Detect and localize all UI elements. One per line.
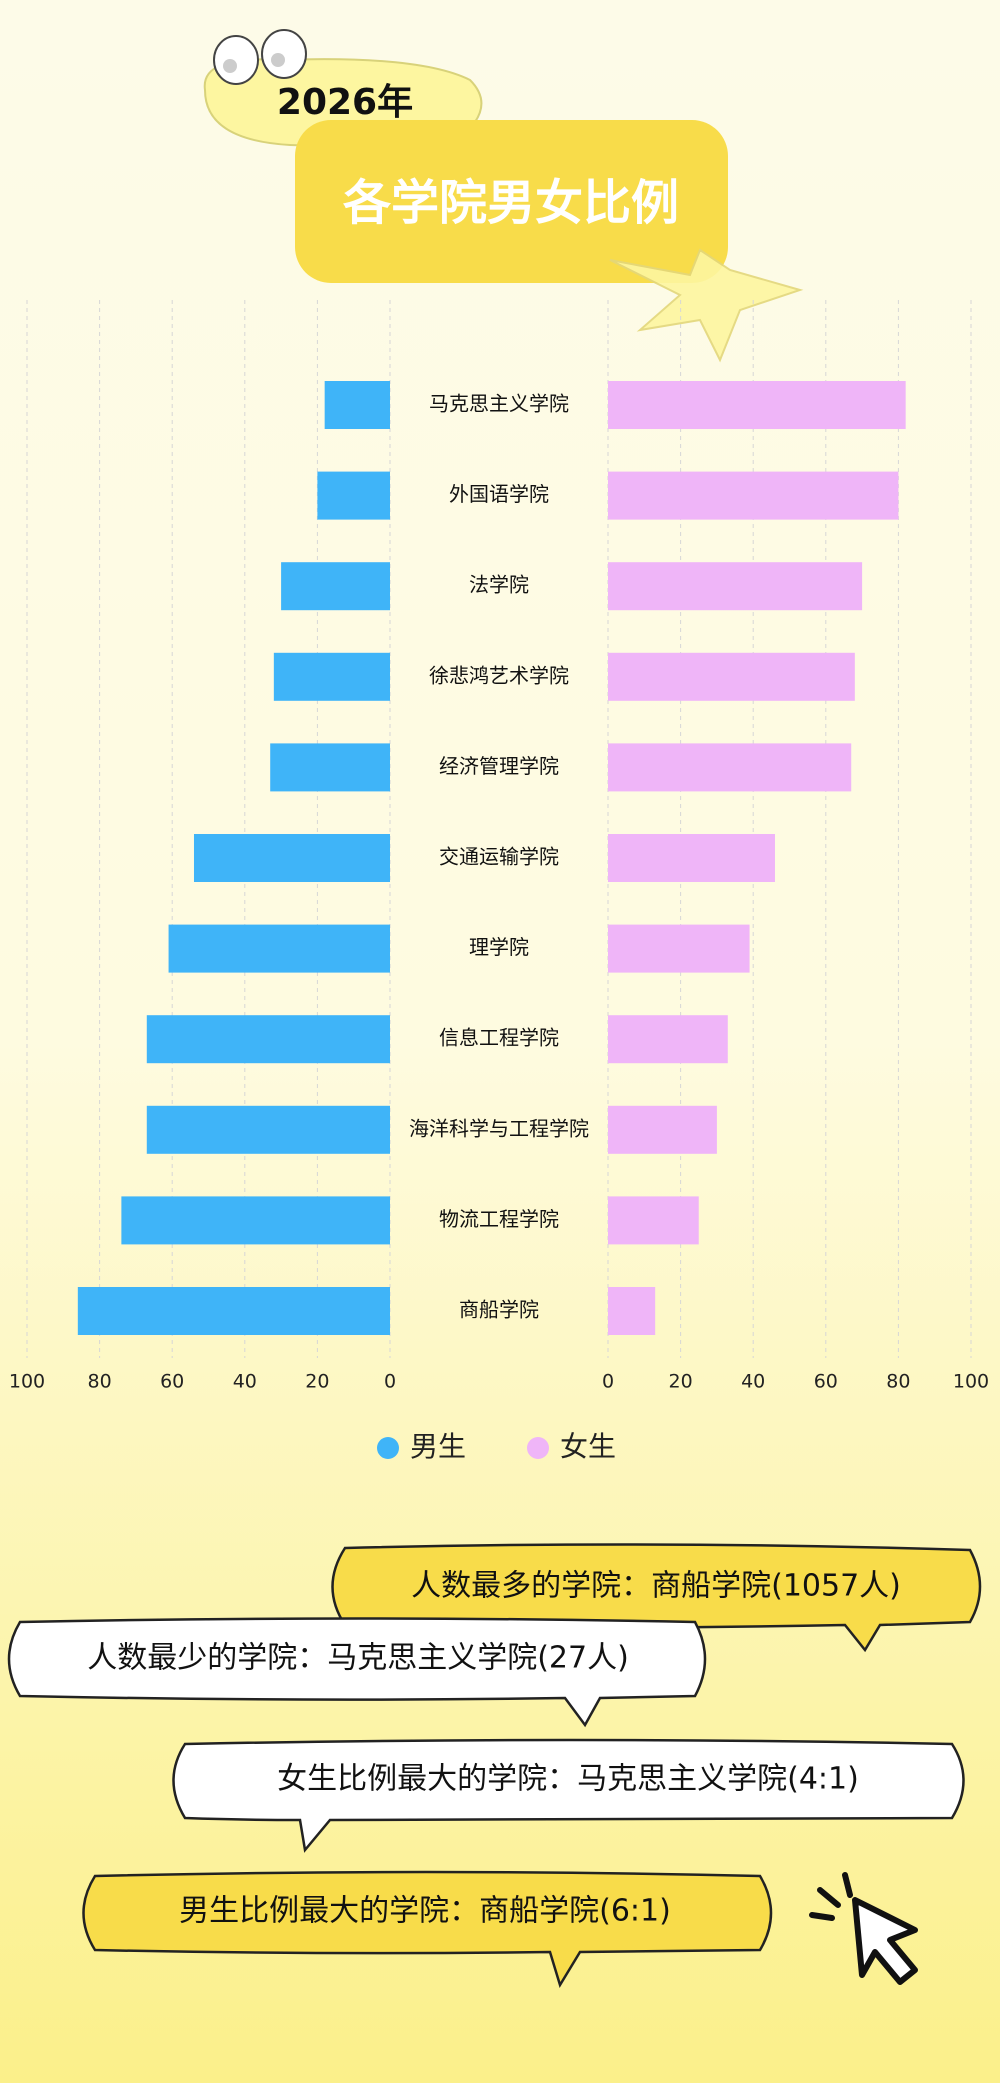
subtitle: 2026年 — [277, 82, 413, 123]
annotation-bubbles — [7, 1543, 982, 1989]
category-label: 经济管理学院 — [439, 754, 559, 778]
bar — [608, 562, 863, 611]
bar — [146, 1105, 390, 1154]
legend-label: 男生 — [410, 1430, 466, 1463]
x-tick-label: 0 — [384, 1371, 396, 1393]
category-label: 理学院 — [469, 935, 529, 959]
bar — [317, 471, 390, 520]
plot: 0 0 20 20 40 40 60 60 80 80 100 100 马克思主义学院外国语学院法学院徐… — [9, 300, 989, 1463]
category-label: 马克思主义学院 — [429, 392, 569, 416]
eye — [261, 29, 307, 79]
category-label: 海洋科学与工程学院 — [409, 1116, 589, 1140]
annotation-bubble — [172, 1738, 965, 1853]
bar — [324, 381, 390, 429]
x-tick-label: 100 — [9, 1371, 45, 1393]
x-tick-label: 20 — [305, 1371, 329, 1393]
category-label: 物流工程学院 — [439, 1207, 559, 1231]
category-label: 交通运输学院 — [439, 845, 559, 869]
bar — [608, 652, 855, 701]
bar — [270, 743, 390, 792]
category-label: 外国语学院 — [449, 482, 549, 506]
annotation: 男生比例最大的学院：商船学院(6:1) — [179, 1894, 671, 1929]
category-label: 法学院 — [469, 573, 529, 597]
bar — [146, 1015, 390, 1064]
bar — [608, 381, 906, 429]
cursor-sparks — [809, 1872, 853, 1921]
cursor-icon — [852, 1897, 918, 1985]
annotation-bubble — [82, 1870, 773, 1989]
x-tick-label: 60 — [814, 1371, 838, 1393]
category-label: 商船学院 — [459, 1298, 539, 1322]
legend-swatch — [527, 1437, 549, 1459]
legend-label: 女生 — [560, 1430, 616, 1463]
category-label: 徐悲鸿艺术学院 — [429, 663, 569, 687]
bar — [608, 924, 750, 973]
eye — [213, 35, 259, 85]
x-tick-label: 80 — [88, 1371, 112, 1393]
x-tick-label: 0 — [602, 1371, 614, 1393]
bar — [121, 1196, 390, 1245]
category-label: 信息工程学院 — [439, 1026, 559, 1050]
annotation: 人数最多的学院：商船学院(1057人) — [411, 1569, 901, 1604]
pupil — [223, 59, 237, 73]
x-tick-label: 100 — [953, 1371, 989, 1393]
bar — [608, 1196, 699, 1245]
legend-swatch — [377, 1437, 399, 1459]
bar — [281, 562, 390, 611]
bar — [608, 834, 775, 882]
x-tick-label: 40 — [741, 1371, 765, 1393]
star-decoration — [609, 248, 804, 363]
bar — [193, 834, 390, 882]
bar — [168, 924, 390, 973]
chart-title: 各学院男女比例 — [343, 175, 679, 231]
bar — [608, 743, 852, 792]
x-tick-label: 20 — [669, 1371, 693, 1393]
pupil — [271, 53, 285, 67]
bar — [608, 1105, 717, 1154]
bar — [608, 471, 899, 520]
annotation: 女生比例最大的学院：马克思主义学院(4:1) — [277, 1762, 859, 1797]
annotation-bubble — [7, 1617, 707, 1728]
x-tick-label: 60 — [160, 1371, 184, 1393]
bar — [608, 1015, 728, 1064]
bar — [608, 1287, 656, 1335]
x-tick-label: 40 — [233, 1371, 257, 1393]
title-box — [295, 120, 728, 283]
x-tick-label: 80 — [886, 1371, 910, 1393]
annotation: 人数最少的学院：马克思主义学院(27人) — [87, 1641, 629, 1676]
bar — [273, 652, 390, 701]
bar — [77, 1287, 390, 1335]
